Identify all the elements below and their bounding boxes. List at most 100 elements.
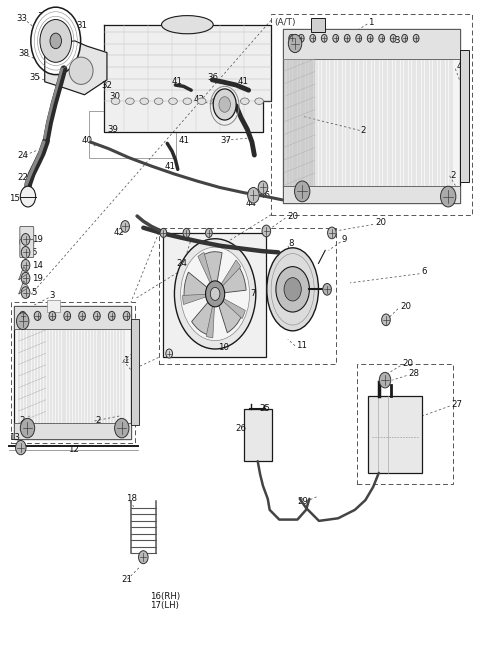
- Text: 13: 13: [9, 434, 20, 443]
- Circle shape: [21, 246, 30, 258]
- Text: 15: 15: [9, 194, 20, 203]
- Circle shape: [108, 311, 115, 320]
- Circle shape: [20, 419, 35, 438]
- Text: 16(RH): 16(RH): [150, 592, 180, 601]
- Text: 38: 38: [19, 49, 30, 58]
- Ellipse shape: [155, 98, 163, 105]
- Text: 21: 21: [121, 575, 132, 584]
- Wedge shape: [206, 294, 215, 338]
- Bar: [47, 300, 60, 312]
- Circle shape: [205, 281, 225, 307]
- Circle shape: [160, 228, 167, 237]
- Circle shape: [34, 311, 41, 320]
- Bar: [14, 306, 132, 330]
- Text: 24: 24: [219, 250, 230, 259]
- Circle shape: [344, 34, 350, 42]
- Circle shape: [276, 266, 310, 312]
- Text: 34: 34: [37, 12, 48, 21]
- Circle shape: [333, 34, 338, 42]
- Text: 37: 37: [221, 136, 232, 145]
- Circle shape: [180, 247, 250, 341]
- Wedge shape: [203, 252, 222, 294]
- Circle shape: [284, 278, 301, 301]
- Text: 27: 27: [452, 400, 463, 409]
- Circle shape: [121, 220, 130, 232]
- Text: 23: 23: [205, 275, 216, 284]
- Circle shape: [441, 186, 456, 207]
- Circle shape: [16, 313, 29, 330]
- Text: 2: 2: [451, 172, 456, 180]
- Text: 24: 24: [177, 259, 188, 268]
- Text: (A/T): (A/T): [274, 18, 296, 27]
- Text: 29: 29: [298, 497, 308, 506]
- Bar: [283, 29, 460, 203]
- Text: 10: 10: [218, 343, 229, 352]
- Circle shape: [210, 287, 220, 300]
- Circle shape: [295, 181, 310, 202]
- Circle shape: [310, 34, 316, 42]
- Text: 11: 11: [297, 341, 308, 350]
- Text: 2: 2: [360, 126, 366, 135]
- Text: 32: 32: [101, 81, 112, 90]
- Polygon shape: [104, 25, 271, 132]
- Polygon shape: [45, 41, 107, 95]
- Bar: [14, 306, 132, 439]
- Text: 24: 24: [17, 151, 28, 159]
- Text: 41: 41: [164, 162, 175, 170]
- Text: 9: 9: [341, 235, 347, 244]
- Ellipse shape: [226, 98, 235, 105]
- Bar: [244, 410, 272, 462]
- Text: 5: 5: [32, 248, 37, 257]
- Circle shape: [123, 311, 130, 320]
- Text: 41: 41: [179, 136, 190, 145]
- Circle shape: [49, 311, 56, 320]
- Circle shape: [115, 419, 129, 438]
- Text: 2: 2: [19, 417, 24, 426]
- Bar: [283, 58, 315, 186]
- Text: 44: 44: [246, 198, 257, 207]
- Text: 17(LH): 17(LH): [150, 601, 179, 610]
- Ellipse shape: [267, 248, 319, 331]
- Text: 14: 14: [32, 261, 43, 270]
- FancyBboxPatch shape: [20, 226, 34, 244]
- Text: 20: 20: [403, 359, 414, 369]
- Wedge shape: [184, 272, 215, 298]
- Circle shape: [322, 34, 327, 42]
- Bar: [14, 422, 132, 439]
- Ellipse shape: [69, 57, 93, 84]
- Circle shape: [15, 441, 26, 455]
- Circle shape: [327, 227, 336, 239]
- Circle shape: [19, 311, 26, 320]
- Circle shape: [402, 34, 408, 42]
- Circle shape: [21, 259, 30, 271]
- Bar: [132, 319, 139, 425]
- Circle shape: [174, 239, 256, 349]
- Text: 42: 42: [113, 228, 124, 237]
- Text: 8: 8: [289, 239, 294, 248]
- Circle shape: [21, 287, 30, 298]
- Text: 19: 19: [32, 274, 43, 283]
- Wedge shape: [215, 294, 242, 333]
- Circle shape: [258, 181, 268, 194]
- Ellipse shape: [183, 98, 192, 105]
- Wedge shape: [198, 252, 215, 294]
- Bar: [460, 50, 469, 182]
- Text: 25: 25: [259, 404, 270, 413]
- Circle shape: [166, 349, 172, 358]
- Text: 3: 3: [394, 36, 400, 46]
- Circle shape: [50, 33, 61, 49]
- Ellipse shape: [140, 98, 149, 105]
- Text: 41: 41: [172, 77, 183, 86]
- Text: 41: 41: [237, 77, 248, 86]
- Circle shape: [31, 7, 81, 75]
- Text: 35: 35: [29, 73, 40, 82]
- Circle shape: [413, 34, 419, 42]
- Circle shape: [21, 272, 30, 284]
- Circle shape: [20, 186, 36, 207]
- Text: 28: 28: [408, 369, 420, 378]
- Circle shape: [382, 314, 390, 326]
- Wedge shape: [215, 266, 246, 294]
- Polygon shape: [19, 281, 28, 294]
- Ellipse shape: [168, 98, 177, 105]
- Text: 45: 45: [218, 105, 229, 114]
